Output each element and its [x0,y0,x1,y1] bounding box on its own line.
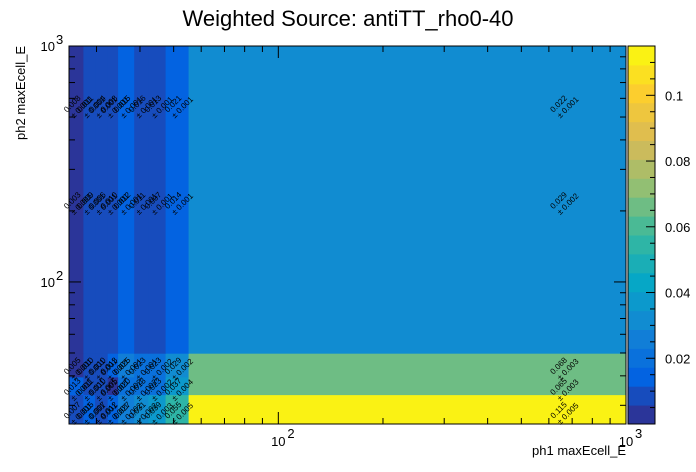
heatmap-cell [165,376,190,396]
heatmap-cell [188,46,627,354]
heatmap-cell [188,353,627,378]
x-axis-label: ph1 maxEcell_E [532,443,626,458]
colorbar-segment [628,310,655,330]
colorbar-segment [628,253,655,274]
heatmap-cell [165,46,190,354]
heatmap-cell [69,394,84,425]
colorbar-tick-label: 0.06 [665,220,690,235]
heatmap-cell [188,394,627,425]
heatmap-cell [107,46,119,354]
colorbar-tick-label: 0.08 [665,154,690,169]
heatmap-cell [95,376,109,396]
heatmap-cell [69,353,84,378]
heatmap-cell [118,46,135,354]
heatmap-cell [118,376,135,396]
colorbar-segment [628,272,655,293]
plot-frame [68,45,627,425]
heatmap-cell [83,376,96,396]
colorbar-segment [628,329,655,349]
y-tick-label: 10 [41,39,55,54]
colorbar-segment [628,121,655,141]
x-tick-label-exponent: 2 [287,426,294,441]
heatmap-cell [134,394,149,425]
heatmap-cell [134,353,149,378]
heatmap-cell [69,46,84,354]
chart-title: Weighted Source: antiTT_rho0-40 [183,6,514,31]
heatmap-cell [95,394,109,425]
x-tick-label: 10 [619,434,633,449]
heatmap-cells [69,46,627,425]
heatmap-cell [107,376,119,396]
colorbar-segment [628,197,655,217]
colorbar-segment [628,140,655,160]
heatmap-cell [95,46,109,354]
heatmap-cell [83,353,96,378]
colorbar-segment [628,159,655,179]
heatmap-cell [83,394,96,425]
heatmap-cell [107,394,119,425]
colorbar-segment [628,405,655,425]
heatmap-cell [107,353,119,378]
heatmap-cell [83,46,96,354]
heatmap-cell [165,353,190,378]
x-tick-label-exponent: 3 [635,426,642,441]
colorbar-tick-label: 0.1 [665,88,683,103]
heatmap-cell [148,353,167,378]
colorbar-frame [627,45,656,425]
colorbar-segment [628,367,655,387]
y-tick-label: 10 [41,275,55,290]
heatmap-cell [165,394,190,425]
colorbar-segment [628,235,655,255]
heatmap-cell [69,376,84,396]
y-tick-label-exponent: 3 [56,32,63,47]
heatmap-cell [118,394,135,425]
y-tick-label-exponent: 2 [56,268,63,283]
heatmap-cell [148,46,167,354]
heatmap-cell [148,394,167,425]
heatmap-cell [148,376,167,396]
colorbar-segment [628,83,655,104]
colorbar-segment [628,386,655,406]
x-tick-label: 10 [271,434,285,449]
colorbar-segment [628,291,655,312]
colorbar-segment [628,348,655,368]
y-axis-label: ph2 maxEcell_E [13,46,28,140]
heatmap-cell [118,353,135,378]
colorbar-tick-label: 0.04 [665,286,690,301]
heatmap-cell [134,376,149,396]
heatmap-cell [188,376,627,396]
colorbar-segment [628,102,655,123]
colorbar: 0.02 0.04 0.06 0.08 0.1 [627,45,690,425]
heatmap-cell [134,46,149,354]
heatmap-cell [95,353,109,378]
colorbar-segment [628,64,655,85]
colorbar-segment [628,216,655,236]
colorbar-segment [628,46,655,66]
colorbar-tick-label: 0.02 [665,351,690,366]
colorbar-segment [628,178,655,198]
